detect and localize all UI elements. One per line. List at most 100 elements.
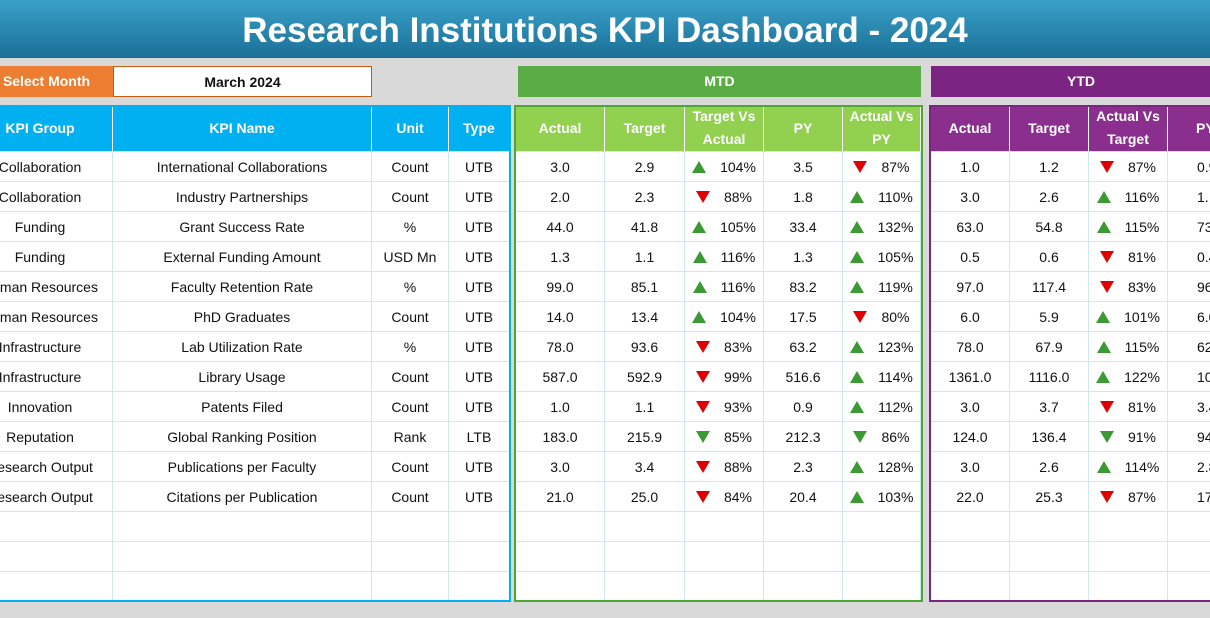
cell-text: 78.0 [956, 338, 984, 355]
table-cell: 105% [843, 242, 921, 272]
column-header: Actual Vs PY [843, 105, 921, 152]
status-arrow [849, 250, 864, 263]
table-cell: 83% [685, 332, 764, 362]
empty-cell [516, 542, 605, 572]
cell-text: 5.9 [1039, 308, 1059, 325]
arrow-shape [1096, 370, 1111, 383]
cell-text: Collaboration [0, 158, 82, 175]
column-header: KPI Name [113, 105, 372, 152]
table-cell: Collaboration [0, 152, 113, 182]
empty-cell [685, 572, 764, 602]
table-cell: 0.9 [1168, 152, 1210, 182]
header-text: Actual Vs Target [1096, 108, 1160, 147]
cell-text: USD Mn [383, 248, 437, 265]
status-arrow [849, 460, 864, 473]
cell-text: 96. [1197, 278, 1210, 295]
empty-cell [843, 512, 921, 542]
table-cell: 587.0 [516, 362, 605, 392]
table-cell: 116% [685, 242, 764, 272]
cell-text: 87% [881, 158, 910, 175]
table-cell: 13.4 [605, 302, 685, 332]
cell-text: 116% [720, 278, 756, 295]
cell-text: 3.0 [550, 158, 570, 175]
arrow-shape [695, 370, 710, 383]
table-cell: 2.6 [1010, 452, 1089, 482]
cell-text: 2.6 [1039, 458, 1059, 475]
arrow-shape [850, 370, 865, 383]
table-cell: 63.0 [931, 212, 1010, 242]
table-cell: Count [372, 302, 449, 332]
table-cell: Reputation [0, 422, 113, 452]
table-cell: 88% [685, 182, 764, 212]
header-text: Actual [538, 119, 582, 136]
status-arrow [1099, 250, 1114, 263]
cell-text: 20.4 [789, 488, 817, 505]
empty-cell [0, 512, 113, 542]
cell-text: Infrastructure [0, 338, 82, 355]
cell-text: Count [391, 368, 429, 385]
cell-text: 67.9 [1035, 338, 1063, 355]
table-cell: Rank [372, 422, 449, 452]
column-header: PY [1168, 105, 1210, 152]
cell-text: UTB [465, 158, 493, 175]
arrow-shape [695, 400, 710, 413]
cell-text: 3.4 [1197, 398, 1210, 415]
table-cell: 85% [685, 422, 764, 452]
cell-text: 0.6 [1039, 248, 1059, 265]
empty-cell [764, 512, 843, 542]
cell-text: 3.7 [1039, 398, 1059, 415]
table-cell: 3.4 [605, 452, 685, 482]
status-arrow [692, 160, 707, 173]
status-arrow [692, 220, 707, 233]
table-cell: 104% [685, 302, 764, 332]
cell-text: External Funding Amount [163, 248, 321, 265]
table-cell: 6.0 [1168, 302, 1210, 332]
cell-text: Research Output [0, 488, 93, 505]
empty-cell [843, 542, 921, 572]
cell-text: 2.6 [1039, 188, 1059, 205]
month-selector[interactable]: March 2024 [113, 66, 372, 97]
cell-text: PhD Graduates [193, 308, 291, 325]
cell-text: 116% [720, 248, 756, 265]
empty-cell [449, 542, 510, 572]
cell-text: 93.6 [630, 338, 659, 355]
column-header: Target [1010, 105, 1089, 152]
table-cell: 114% [1089, 452, 1168, 482]
table-cell: 114% [843, 362, 921, 392]
arrow-shape [692, 250, 707, 263]
cell-text: 78.0 [546, 338, 574, 355]
status-arrow [695, 340, 710, 353]
arrow-shape [1099, 400, 1114, 413]
cell-text: 33.4 [789, 218, 817, 235]
status-arrow [692, 250, 707, 263]
cell-text: UTB [465, 248, 493, 265]
table-cell: 78.0 [516, 332, 605, 362]
table-cell: 123% [843, 332, 921, 362]
cell-text: 104% [720, 158, 756, 175]
cell-text: Human Resources [0, 278, 98, 295]
cell-text: UTB [465, 338, 493, 355]
cell-text: Innovation [7, 398, 73, 415]
table-cell: Research Output [0, 482, 113, 512]
table-cell: Human Resources [0, 302, 113, 332]
empty-cell [685, 512, 764, 542]
table-cell: Collaboration [0, 182, 113, 212]
table-cell: 3.7 [1010, 392, 1089, 422]
arrow-shape [1096, 190, 1111, 203]
cell-text: 104% [720, 308, 756, 325]
header-text: PY [1196, 119, 1210, 136]
empty-cell [1010, 542, 1089, 572]
table-cell: 122% [1089, 362, 1168, 392]
table-cell: 3.5 [764, 152, 843, 182]
cell-text: Global Ranking Position [167, 428, 317, 445]
cell-text: Lab Utilization Rate [181, 338, 303, 355]
table-cell: Library Usage [113, 362, 372, 392]
column-header: Actual [931, 105, 1010, 152]
cell-text: 124.0 [952, 428, 988, 445]
cell-text: Patents Filed [201, 398, 283, 415]
table-cell: 1.8 [764, 182, 843, 212]
table-cell: 2.6 [1010, 182, 1089, 212]
cell-text: 136.4 [1031, 428, 1067, 445]
arrow-shape [695, 490, 710, 503]
empty-cell [1089, 572, 1168, 602]
